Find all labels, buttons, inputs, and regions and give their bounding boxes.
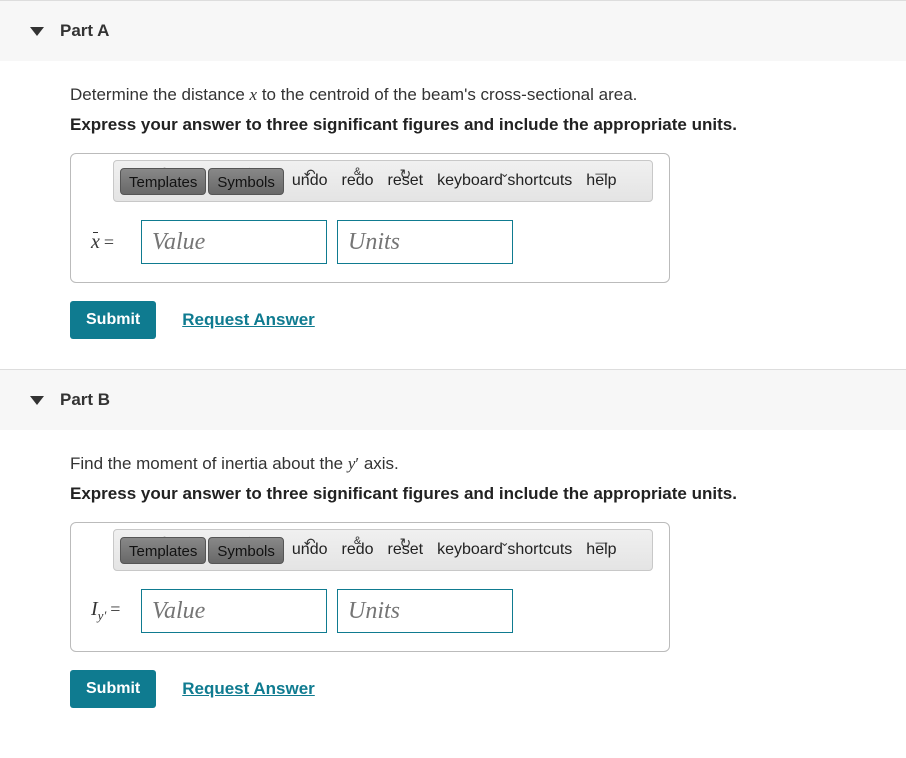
answer-box-a: ⟲ Templates ✕ Symbols ↶ undo & redo ↻ <box>70 153 670 283</box>
prompt-text-suffix: axis. <box>364 454 399 473</box>
redo-button[interactable]: redo <box>336 170 380 192</box>
undo-button[interactable]: undo <box>286 539 334 561</box>
symbols-button[interactable]: Symbols <box>208 537 284 564</box>
part-b-instruction: Express your answer to three significant… <box>70 484 876 504</box>
templates-button[interactable]: Templates <box>120 537 206 564</box>
reset-button[interactable]: reset <box>382 170 430 192</box>
prompt-text: Determine the distance <box>70 85 250 104</box>
collapse-icon <box>30 396 44 405</box>
help-button[interactable]: help <box>580 539 622 561</box>
templates-button[interactable]: Templates <box>120 168 206 195</box>
part-b-section: Part B Find the moment of inertia about … <box>0 369 906 738</box>
submit-button-a[interactable]: Submit <box>70 301 156 339</box>
request-answer-link-a[interactable]: Request Answer <box>182 310 315 330</box>
part-b-title: Part B <box>60 390 110 410</box>
actions-a: Submit Request Answer <box>70 301 876 339</box>
part-a-header[interactable]: Part A <box>0 1 906 61</box>
part-b-prompt: Find the moment of inertia about the y′ … <box>70 454 876 474</box>
reset-button[interactable]: reset <box>382 539 430 561</box>
part-b-body: Find the moment of inertia about the y′ … <box>0 430 906 738</box>
part-a-title: Part A <box>60 21 109 41</box>
symbols-button[interactable]: Symbols <box>208 168 284 195</box>
equation-row-a: x= <box>79 202 661 264</box>
collapse-icon <box>30 27 44 36</box>
lhs-variable-a: x= <box>85 231 131 254</box>
submit-button-b[interactable]: Submit <box>70 670 156 708</box>
keyboard-shortcuts-button[interactable]: keyboard shortcuts <box>431 539 578 561</box>
help-button[interactable]: help <box>580 170 622 192</box>
part-b-header[interactable]: Part B <box>0 370 906 430</box>
part-a-prompt: Determine the distance x to the centroid… <box>70 85 876 105</box>
units-input-b[interactable] <box>337 589 513 633</box>
undo-button[interactable]: undo <box>286 170 334 192</box>
equation-row-b: Iy′= <box>79 571 661 633</box>
value-input-a[interactable] <box>141 220 327 264</box>
answer-box-b: ⟲ Templates ✕ Symbols ↶ undo & redo ↻ <box>70 522 670 652</box>
part-a-section: Part A Determine the distance x to the c… <box>0 0 906 369</box>
part-a-instruction: Express your answer to three significant… <box>70 115 876 135</box>
part-a-body: Determine the distance x to the centroid… <box>0 61 906 369</box>
toolbar-b: ⟲ Templates ✕ Symbols ↶ undo & redo ↻ <box>113 529 653 571</box>
prompt-text-suffix: to the centroid of the beam's cross-sect… <box>262 85 638 104</box>
prompt-text: Find the moment of inertia about the <box>70 454 348 473</box>
actions-b: Submit Request Answer <box>70 670 876 708</box>
prompt-variable: y′ <box>348 454 359 473</box>
keyboard-shortcuts-button[interactable]: keyboard shortcuts <box>431 170 578 192</box>
units-input-a[interactable] <box>337 220 513 264</box>
prompt-variable: x <box>250 85 258 104</box>
lhs-variable-b: Iy′= <box>85 598 131 624</box>
toolbar-a: ⟲ Templates ✕ Symbols ↶ undo & redo ↻ <box>113 160 653 202</box>
value-input-b[interactable] <box>141 589 327 633</box>
redo-button[interactable]: redo <box>336 539 380 561</box>
request-answer-link-b[interactable]: Request Answer <box>182 679 315 699</box>
